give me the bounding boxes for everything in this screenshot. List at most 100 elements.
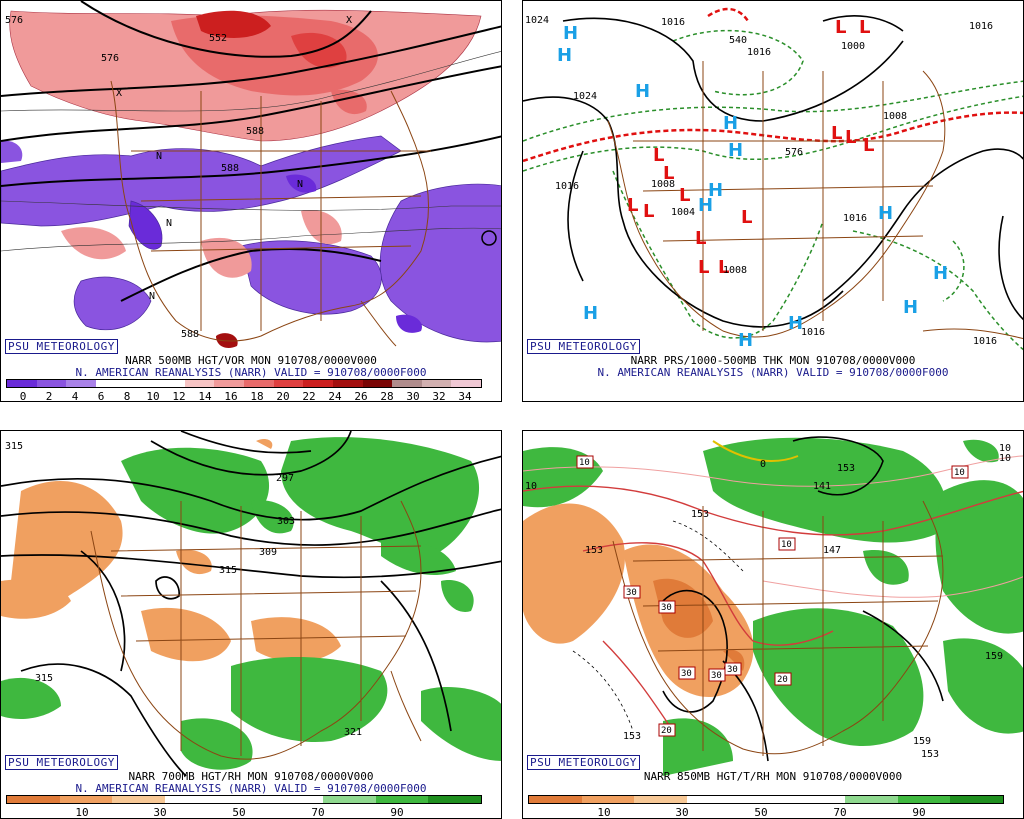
colorbar-swatch	[581, 796, 635, 803]
rh-colorbar-ticks: 10 30 50 70 90	[6, 806, 482, 818]
high-pressure-marker: H	[728, 140, 743, 161]
high-pressure-marker: H	[698, 195, 713, 216]
high-pressure-marker: H	[708, 180, 723, 201]
vorticity-max-marker: X	[346, 15, 352, 26]
low-pressure-marker: L	[653, 145, 664, 166]
psu-meteorology-label: PSU METEOROLOGY	[527, 755, 640, 770]
temp-box-label: 30	[661, 603, 672, 613]
isobar-label: 1024	[573, 91, 597, 102]
temp-box-label: 20	[777, 675, 788, 685]
colorbar-swatch	[428, 796, 482, 803]
colorbar-swatch	[7, 796, 60, 803]
temp-box: 20	[774, 672, 792, 686]
colorbar-swatch	[59, 796, 113, 803]
temp-box: 30	[678, 666, 696, 680]
contour-label: 159	[913, 736, 931, 747]
vorticity-min-marker: N	[297, 179, 303, 190]
psu-meteorology-label: PSU METEOROLOGY	[5, 339, 118, 354]
high-pressure-marker: H	[788, 313, 803, 334]
colorbar-swatch	[792, 796, 846, 803]
colorbar-swatch	[36, 380, 67, 387]
isotherm-label: 10	[525, 481, 537, 492]
panel-700mb-rh: 315 297 303 309 315 315 321 PSU METEOROL…	[0, 430, 502, 819]
low-pressure-marker: L	[835, 17, 846, 38]
colorbar-swatch	[529, 796, 582, 803]
temp-box: 20	[658, 723, 676, 737]
colorbar-swatch	[362, 380, 393, 387]
colorbar-swatch	[392, 380, 422, 387]
isotherm-label: 0	[760, 459, 766, 470]
vorticity-min-marker: N	[149, 291, 155, 302]
vorticity-colorbar-ticks: 0 2 4 6 8 10 12 14 16 18 20 22 24 26 28 …	[6, 390, 482, 402]
colorbar-tick: 12	[172, 390, 186, 402]
colorbar-swatch	[270, 796, 324, 803]
colorbar-swatch	[95, 380, 126, 387]
high-pressure-marker: H	[723, 113, 738, 134]
temp-box: 10	[778, 537, 796, 551]
isobar-label: 1016	[843, 213, 867, 224]
temp-box-label: 30	[711, 671, 722, 681]
contour-label: 315	[219, 565, 237, 576]
temp-box-label: 20	[661, 726, 672, 736]
colorbar-tick: 90	[912, 806, 926, 819]
rh-colorbar	[528, 795, 1004, 804]
isobar-label: 1016	[801, 327, 825, 338]
contour-label: 297	[276, 473, 294, 484]
isobar-label: 1008	[723, 265, 747, 276]
temp-box: 30	[724, 662, 742, 676]
colorbar-swatch	[184, 380, 215, 387]
rh-colorbar-ticks: 10 30 50 70 90	[528, 806, 1004, 818]
chart-caption-line2: N. AMERICAN REANALYSIS (NARR) VALID = 91…	[75, 366, 427, 379]
colorbar-swatch	[217, 796, 271, 803]
colorbar-tick: 30	[406, 390, 420, 402]
psu-meteorology-label: PSU METEOROLOGY	[5, 755, 118, 770]
colorbar-swatch	[687, 796, 740, 803]
colorbar-tick: 18	[250, 390, 264, 402]
colorbar-tick: 90	[390, 806, 404, 819]
rh-colorbar	[6, 795, 482, 804]
contour-label: 303	[277, 516, 295, 527]
colorbar-tick: 20	[276, 390, 290, 402]
vorticity-min-marker: N	[156, 151, 162, 162]
vorticity-colorbar	[6, 379, 482, 388]
vorticity-min-marker: N	[166, 218, 172, 229]
panel-850mb-temp-rh: 30 30 30 30 30 20 20 10 10 10 10 0 10 14…	[522, 430, 1024, 819]
low-pressure-marker: L	[718, 257, 729, 278]
high-pressure-marker: H	[563, 23, 578, 44]
contour-label: 147	[823, 545, 841, 556]
contour-label: 309	[259, 547, 277, 558]
high-pressure-marker: H	[903, 297, 918, 318]
colorbar-tick: 30	[153, 806, 167, 819]
colorbar-tick: 24	[328, 390, 342, 402]
t850-map: 30 30 30 30 30 20 20 10 10 10 10 0 10 14…	[523, 436, 1023, 776]
colorbar-tick: 22	[302, 390, 316, 402]
isobar-label: 1016	[747, 47, 771, 58]
temp-box-label: 30	[727, 665, 738, 675]
temp-box-label: 10	[781, 540, 792, 550]
colorbar-swatch	[634, 796, 688, 803]
colorbar-tick: 6	[97, 390, 105, 402]
colorbar-swatch	[165, 796, 218, 803]
contour-label: 10	[999, 443, 1011, 454]
colorbar-swatch	[273, 380, 304, 387]
temp-box-label: 10	[579, 458, 590, 468]
colorbar-swatch	[451, 380, 481, 387]
isobar-label: 1004	[671, 207, 695, 218]
chart-caption-line2: N. AMERICAN REANALYSIS (NARR) VALID = 91…	[597, 366, 949, 379]
colorbar-tick: 28	[380, 390, 394, 402]
contour-label: 588	[221, 163, 239, 174]
low-pressure-marker: L	[845, 127, 856, 148]
low-pressure-marker: L	[627, 195, 638, 216]
contour-label: 153	[691, 509, 709, 520]
temp-box-label: 30	[626, 588, 637, 598]
chart-caption-line1: NARR PRS/1000-500MB THK MON 910708/0000V…	[630, 354, 916, 367]
contour-label: 141	[813, 481, 831, 492]
colorbar-swatch	[155, 380, 185, 387]
low-pressure-marker: L	[679, 185, 690, 206]
colorbar-swatch	[897, 796, 951, 803]
colorbar-tick: 10	[146, 390, 160, 402]
contour-label: 315	[5, 441, 23, 452]
colorbar-tick: 30	[675, 806, 689, 819]
panel-pressure-thickness: H H H H H H H H H H H H H L L L L L L L …	[522, 0, 1024, 402]
vorticity-map: 576 552 588 588 588 576 N N N N X X	[1, 1, 501, 348]
